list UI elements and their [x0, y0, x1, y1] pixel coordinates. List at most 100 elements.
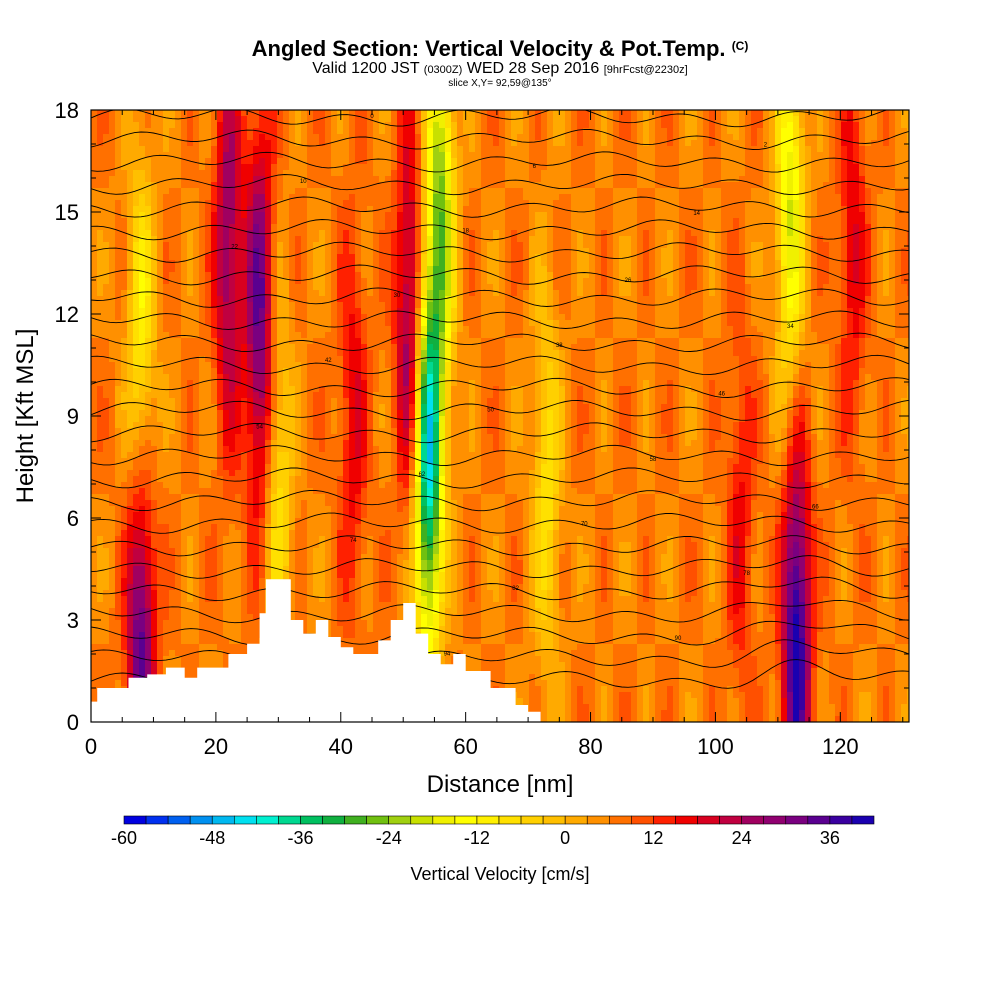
field-cell	[559, 218, 566, 225]
field-cell	[517, 242, 524, 249]
field-cell	[133, 116, 140, 123]
field-cell	[817, 266, 824, 273]
field-cell	[739, 134, 746, 141]
field-cell	[523, 272, 530, 279]
field-cell	[145, 194, 152, 201]
field-cell	[355, 218, 362, 225]
field-cell	[727, 188, 734, 195]
field-cell	[511, 170, 518, 177]
field-cell	[625, 116, 632, 123]
field-cell	[445, 248, 452, 255]
field-cell	[307, 188, 314, 195]
field-cell	[211, 164, 218, 171]
field-cell	[547, 236, 554, 243]
field-cell	[685, 134, 692, 141]
field-cell	[433, 152, 440, 159]
field-cell	[433, 176, 440, 183]
field-cell	[685, 260, 692, 267]
field-cell	[373, 224, 380, 231]
field-cell	[493, 266, 500, 273]
field-cell	[787, 302, 794, 309]
field-cell	[697, 284, 704, 291]
field-cell	[385, 254, 392, 261]
field-cell	[277, 200, 284, 207]
field-cell	[373, 182, 380, 189]
field-cell	[277, 218, 284, 225]
field-cell	[625, 230, 632, 237]
field-cell	[595, 272, 602, 279]
field-cell	[397, 218, 404, 225]
field-cell	[643, 278, 650, 285]
field-cell	[655, 158, 662, 165]
field-cell	[733, 110, 740, 117]
field-cell	[349, 176, 356, 183]
field-cell	[277, 176, 284, 183]
field-cell	[265, 296, 272, 303]
field-cell	[295, 146, 302, 153]
field-cell	[781, 260, 788, 267]
field-cell	[499, 128, 506, 135]
field-cell	[679, 200, 686, 207]
field-cell	[415, 242, 422, 249]
field-cell	[697, 134, 704, 141]
field-cell	[343, 284, 350, 291]
field-cell	[907, 284, 909, 291]
field-cell	[799, 320, 806, 327]
field-cell	[559, 110, 566, 117]
field-cell	[331, 248, 338, 255]
field-cell	[889, 146, 896, 153]
field-cell	[847, 122, 854, 129]
field-cell	[847, 242, 854, 249]
field-cell	[547, 314, 554, 321]
field-cell	[637, 152, 644, 159]
field-cell	[673, 176, 680, 183]
field-cell	[409, 326, 416, 333]
field-cell	[511, 230, 518, 237]
field-cell	[589, 140, 596, 147]
field-cell	[133, 212, 140, 219]
field-cell	[829, 170, 836, 177]
field-cell	[91, 146, 98, 153]
field-cell	[91, 302, 98, 309]
field-cell	[325, 230, 332, 237]
field-cell	[901, 278, 908, 285]
field-cell	[313, 218, 320, 225]
field-cell	[637, 200, 644, 207]
field-cell	[835, 206, 842, 213]
field-cell	[907, 272, 909, 279]
field-cell	[235, 242, 242, 249]
field-cell	[775, 302, 782, 309]
field-cell	[709, 218, 716, 225]
field-cell	[391, 218, 398, 225]
field-cell	[649, 206, 656, 213]
field-cell	[739, 272, 746, 279]
field-cell	[589, 170, 596, 177]
field-cell	[121, 188, 128, 195]
field-cell	[397, 134, 404, 141]
field-cell	[823, 194, 830, 201]
field-cell	[109, 236, 116, 243]
field-cell	[889, 170, 896, 177]
field-cell	[337, 260, 344, 267]
field-cell	[811, 206, 818, 213]
field-cell	[895, 224, 902, 231]
field-cell	[577, 260, 584, 267]
field-cell	[217, 272, 224, 279]
field-cell	[823, 158, 830, 165]
field-cell	[781, 152, 788, 159]
field-cell	[517, 200, 524, 207]
field-cell	[487, 308, 494, 315]
field-cell	[115, 320, 122, 327]
field-cell	[589, 272, 596, 279]
field-cell	[607, 140, 614, 147]
field-cell	[865, 158, 872, 165]
field-cell	[823, 302, 830, 309]
field-cell	[265, 182, 272, 189]
field-cell	[223, 164, 230, 171]
field-cell	[205, 302, 212, 309]
field-cell	[283, 302, 290, 309]
field-cell	[349, 194, 356, 201]
field-cell	[469, 140, 476, 147]
field-cell	[673, 320, 680, 327]
field-cell	[127, 260, 134, 267]
